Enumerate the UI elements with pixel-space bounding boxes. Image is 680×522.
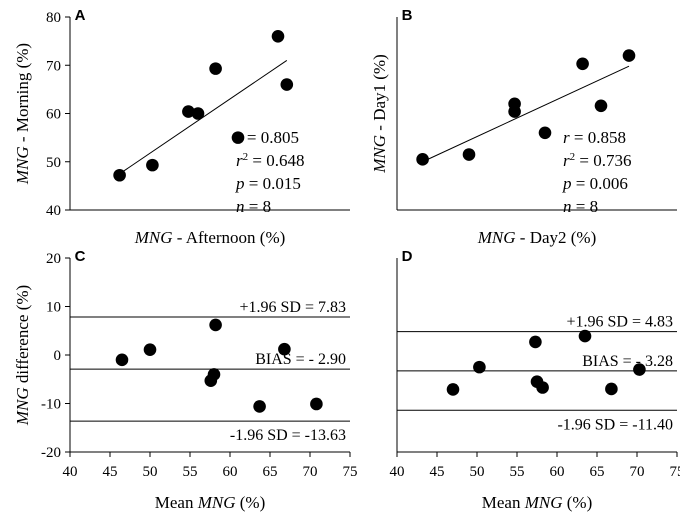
panel-d-data-point [473, 360, 486, 374]
panel-d-data-point [578, 329, 592, 343]
panel-c-upper-loa-label: +1.96 SD = 7.83 [240, 299, 347, 316]
panel-b-stat-p: p = 0.006 [562, 174, 628, 193]
panel-b-y-axis-label: MNG - Day1 (%) [370, 54, 389, 174]
panel-d-x-axis-label: Mean MNG (%) [482, 493, 592, 512]
panel-d-letter: D [402, 248, 413, 265]
panel-b-regression-line [422, 65, 630, 163]
panel-a-data-point [191, 107, 205, 120]
panel-a-stat-r: r = 0.805 [236, 128, 299, 147]
panel-d-data-point [529, 335, 542, 349]
panel-a-x-axis-label: MNG - Afternoon (%) [134, 228, 286, 247]
panel-b-stat-r2: r2 = 0.736 [563, 151, 631, 170]
panel-b-data-point [538, 126, 552, 140]
panel-d-data-point [536, 381, 549, 394]
panel-c-x-tick-label: 50 [143, 464, 158, 480]
panel-c-data-point [310, 397, 323, 411]
panel-d-x-tick-label: 50 [470, 464, 485, 480]
panel-c-letter: C [75, 248, 86, 265]
panel-b-data-point [576, 57, 589, 71]
panel-c-data-point [207, 368, 221, 381]
panel-a-data-point [146, 158, 159, 172]
panel-a-letter: A [75, 7, 86, 24]
panel-d-data-point [633, 363, 646, 376]
panel-c-y-tick-label: -20 [41, 445, 61, 461]
panel-d-x-tick-label: 55 [510, 464, 525, 480]
panel-a-stat-p: p = 0.015 [235, 174, 301, 193]
panel-a-y-axis-label: MNG - Morning (%) [13, 43, 32, 185]
panel-c-data-point [253, 400, 266, 413]
panel-c-y-axis-label: MNG difference (%) [13, 285, 32, 426]
panel-a-data-point [280, 78, 294, 91]
panel-d-x-tick-label: 65 [590, 464, 605, 480]
panel-b-data-point [416, 153, 429, 166]
panel-c-bias-label: BIAS = - 2.90 [255, 351, 346, 368]
panel-b-stat-n: n = 8 [563, 197, 598, 216]
panel-b-x-axis-label: MNG - Day2 (%) [477, 228, 597, 247]
panel-d-x-tick-label: 75 [670, 464, 680, 480]
panel-a-data-point [182, 105, 195, 118]
panel-d-lower-loa-label: -1.96 SD = -11.40 [557, 416, 673, 433]
panel-c-x-tick-label: 65 [263, 464, 278, 480]
panel-a-y-tick-label: 70 [46, 58, 61, 74]
panel-a-y-tick-label: 50 [46, 155, 61, 171]
panel-c-x-tick-label: 45 [103, 464, 118, 480]
panel-c-x-tick-label: 70 [303, 464, 318, 480]
panel-a-data-point [231, 131, 245, 144]
panel-c-x-tick-label: 60 [223, 464, 238, 480]
panel-b-letter: B [402, 7, 413, 24]
panel-c-y-tick-label: 10 [46, 300, 61, 316]
panel-a-stat-n: n = 8 [236, 197, 271, 216]
panel-b-stat-r: r = 0.858 [563, 128, 626, 147]
panel-b-data-point [594, 99, 608, 113]
panel-c-data-point [278, 342, 291, 356]
panel-a-data-point [271, 30, 285, 43]
panel-a-regression-line [119, 60, 288, 175]
panel-a-y-tick-label: 40 [46, 203, 61, 219]
panel-d-x-tick-label: 70 [630, 464, 645, 480]
panel-c-data-point [143, 343, 157, 356]
panel-c-x-tick-label: 40 [63, 464, 78, 480]
panel-c-y-tick-label: 0 [54, 348, 62, 364]
panel-a-y-tick-label: 80 [46, 10, 61, 26]
panel-b-data-point [622, 49, 636, 62]
panel-d-x-tick-label: 40 [390, 464, 405, 480]
panel-c-x-axis-label: Mean MNG (%) [155, 493, 265, 512]
panel-c-y-tick-label: -10 [41, 397, 61, 413]
panel-d-upper-loa-label: +1.96 SD = 4.83 [567, 314, 674, 331]
panel-c-y-tick-label: 20 [46, 251, 61, 267]
panel-a-stat-r2: r2 = 0.648 [236, 151, 304, 170]
panel-a-data-point [209, 62, 222, 75]
panel-d-x-tick-label: 45 [430, 464, 445, 480]
panel-a-y-tick-label: 60 [46, 107, 61, 123]
panel-c-x-tick-label: 55 [183, 464, 198, 480]
panel-c-x-tick-label: 75 [343, 464, 358, 480]
panel-d-x-tick-label: 60 [550, 464, 565, 480]
panel-c-data-point [115, 353, 129, 367]
panel-a-data-point [113, 168, 126, 182]
panel-b-data-point [462, 148, 476, 161]
panel-b-data-point [508, 105, 521, 118]
panel-d-bias-label: BIAS = - 3.28 [582, 353, 673, 370]
panel-d-data-point [446, 383, 460, 396]
panel-d-data-point [605, 382, 618, 396]
panel-c-data-point [209, 318, 222, 332]
panel-c-lower-loa-label: -1.96 SD = -13.63 [230, 427, 346, 444]
